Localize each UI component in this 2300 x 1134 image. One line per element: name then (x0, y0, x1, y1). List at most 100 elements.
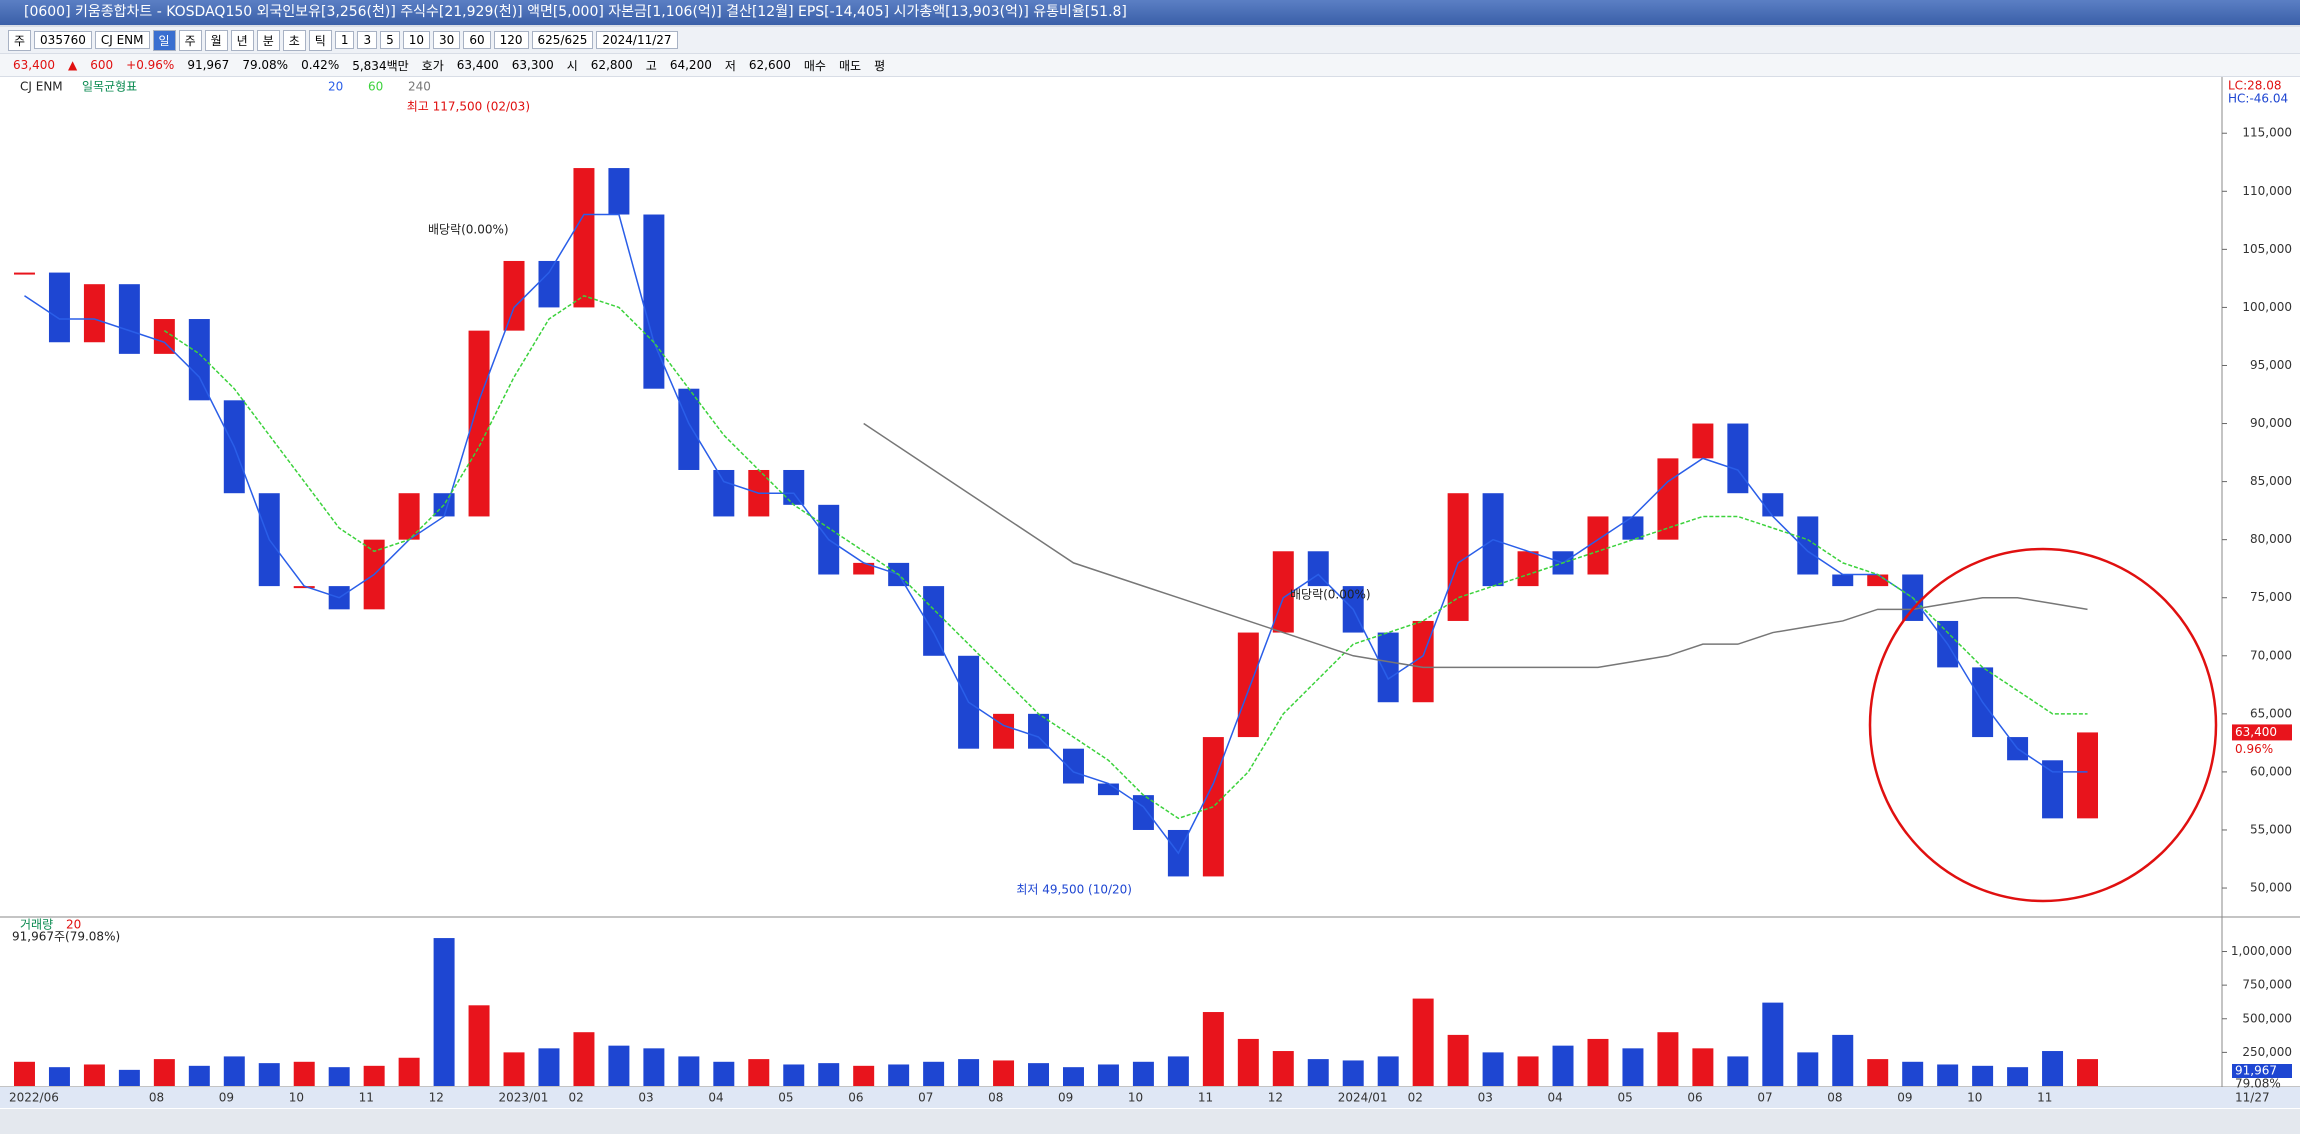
toolbar-button[interactable]: 년 (230, 29, 254, 51)
candle (1237, 632, 1259, 738)
toolbar-button[interactable]: 틱 (308, 29, 332, 51)
info-field: 91,967 (187, 58, 230, 72)
volume-bar (713, 1061, 735, 1086)
toolbar-button[interactable]: 120 (493, 31, 529, 49)
annotation: 배당락(0.00%) (428, 223, 509, 237)
x-tick-label: 12 (429, 1091, 444, 1105)
scrollbar[interactable] (0, 1109, 2300, 1134)
info-field: 0.42% (301, 58, 340, 72)
toolbar-button[interactable]: 1 (334, 31, 355, 49)
candle (573, 168, 595, 308)
toolbar-button[interactable]: 월 (204, 29, 228, 51)
toolbar-button[interactable]: 초 (282, 29, 306, 51)
candle (1062, 748, 1084, 784)
annotation: 최저 49,500 (10/20) (1016, 883, 1132, 897)
toolbar-button[interactable]: 60 (463, 31, 491, 49)
toolbar-button[interactable]: 주 (178, 29, 202, 51)
toolbar-button[interactable]: 3 (357, 31, 378, 49)
volume-bar (48, 1067, 70, 1086)
volume-bar (83, 1064, 105, 1086)
volume-bar (503, 1052, 525, 1086)
x-tick-label: 05 (1617, 1091, 1632, 1105)
volume-bar (1937, 1064, 1959, 1086)
toolbar-button[interactable]: 분 (256, 29, 280, 51)
volume-bar (2007, 1067, 2029, 1086)
window-title: [0600] 키움종합차트 - KOSDAQ150 외국인보유[3,256(천)… (0, 0, 2300, 25)
y-tick-label: 95,000 (2250, 358, 2292, 372)
volume-bar (153, 1059, 175, 1086)
toolbar-button[interactable]: 10 (402, 31, 431, 49)
candle (783, 469, 805, 505)
toolbar-button[interactable]: 5 (380, 31, 400, 49)
legend-entry: 60 (368, 80, 383, 94)
volume-bar (1062, 1067, 1084, 1086)
info-field: 79.08% (242, 58, 289, 72)
volume-bar (13, 1061, 35, 1086)
info-field: 600 (90, 58, 114, 72)
toolbar-button[interactable]: 주 (8, 29, 32, 51)
x-tick-label: 09 (1058, 1091, 1073, 1105)
volume-bar (1972, 1065, 1994, 1086)
info-field: 고 (645, 58, 657, 73)
x-axis-band (0, 1087, 2300, 1108)
toolbar-button[interactable]: CJ ENM (94, 31, 150, 49)
moving-average (163, 294, 2088, 820)
x-tick-label: 06 (1687, 1091, 1702, 1105)
candle (468, 330, 490, 517)
candle (398, 493, 420, 540)
info-field: 64,200 (669, 58, 712, 72)
y-tick-label: 75,000 (2250, 590, 2292, 604)
y-tick-label: 1,000,000 (2231, 944, 2292, 958)
y-tick-label: 110,000 (2242, 184, 2292, 198)
y-tick-label: 50,000 (2250, 881, 2292, 895)
moving-average (863, 422, 2088, 669)
volume-bar (1657, 1032, 1679, 1086)
price-tag-label: 63,400 (2235, 725, 2277, 739)
volume-bar (573, 1032, 595, 1086)
info-field: 62,800 (590, 58, 633, 72)
toolbar-button[interactable]: 2024/11/27 (596, 31, 678, 49)
volume-bar (1832, 1034, 1854, 1086)
volume-bar (1307, 1059, 1329, 1086)
volume-bar (888, 1064, 910, 1086)
toolbar-button[interactable]: 625/625 (531, 31, 594, 49)
x-tick-label: 12 (1268, 1091, 1283, 1105)
info-field: 63,300 (511, 58, 554, 72)
info-field[interactable]: 매도 (838, 58, 862, 73)
volume-bar (328, 1067, 350, 1086)
x-tick-label: 08 (149, 1091, 164, 1105)
toolbar-button[interactable]: 일 (152, 29, 176, 51)
candle (643, 214, 665, 389)
volume-bar (1447, 1034, 1469, 1086)
y-tick-label: 80,000 (2250, 532, 2292, 546)
volume-bar (1272, 1051, 1294, 1086)
volume-bar (223, 1056, 245, 1086)
info-field: 63,400 (13, 58, 55, 72)
legend-title: 거래량 (20, 918, 53, 932)
volume-bar (1202, 1012, 1224, 1086)
volume-bar (678, 1056, 700, 1086)
info-field[interactable]: 평 (874, 58, 886, 73)
toolbar-button[interactable]: 30 (433, 31, 461, 49)
volume-bar (1377, 1056, 1399, 1086)
x-tick-label: 08 (988, 1091, 1003, 1105)
price-tag (2232, 724, 2292, 741)
info-field: 호가 (421, 58, 444, 73)
toolbar-button[interactable]: 035760 (34, 31, 92, 49)
y-tick-label: 65,000 (2250, 706, 2292, 720)
candle (1412, 620, 1434, 703)
legend-subtitle: 91,967주(79.08%) (12, 930, 120, 944)
x-tick-label: 06 (848, 1091, 863, 1105)
info-field: 62,600 (748, 58, 791, 72)
volume-label: 91,967 (2235, 1064, 2277, 1078)
candle (993, 713, 1015, 749)
volume-bar (1412, 998, 1434, 1086)
info-field: 시 (566, 58, 578, 73)
x-tick-label: 02 (568, 1091, 583, 1105)
moving-average (24, 213, 2088, 855)
candle (83, 284, 105, 343)
x-tick-label: 05 (778, 1091, 793, 1105)
info-field[interactable]: 매수 (803, 58, 826, 73)
y-tick-label: 750,000 (2242, 978, 2292, 992)
